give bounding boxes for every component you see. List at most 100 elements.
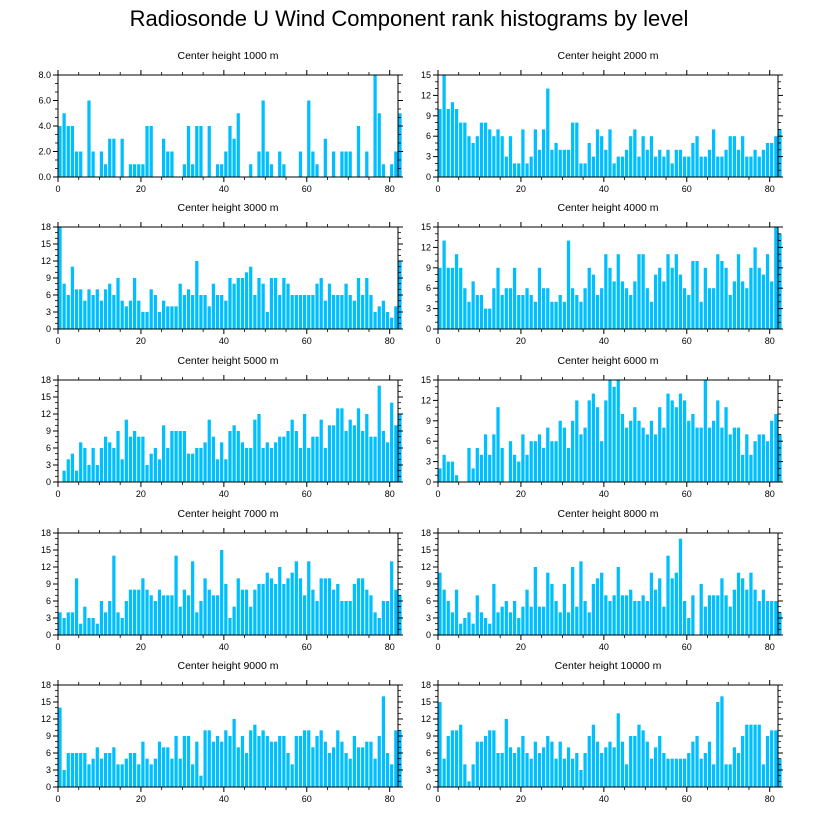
histogram-bar (454, 109, 459, 177)
histogram-bar (261, 448, 265, 482)
histogram-bar (467, 781, 471, 787)
plot-frame (437, 379, 779, 483)
histogram-bar (261, 730, 265, 787)
histogram-bar (220, 741, 224, 787)
histogram-bar (265, 151, 269, 177)
histogram-bar (579, 434, 583, 482)
histogram-bar (356, 578, 361, 635)
histogram-bar (633, 736, 637, 787)
histogram-bar (517, 618, 521, 635)
histogram-bar (674, 758, 678, 787)
histogram-bar (770, 281, 774, 329)
histogram-bar (525, 589, 529, 635)
histogram-bar (327, 425, 332, 482)
x-tick-label: 20 (136, 642, 146, 652)
histogram-bar (249, 164, 253, 177)
histogram-bar (265, 312, 269, 329)
histogram-bar (385, 442, 390, 482)
histogram-bar (479, 295, 484, 329)
histogram-bar (670, 163, 674, 177)
y-tick-label: 12 (41, 256, 51, 266)
histogram-bar (741, 736, 745, 787)
histogram-bar (273, 442, 278, 482)
histogram-bar (699, 156, 703, 177)
x-tick-label: 60 (302, 642, 312, 652)
histogram-bar (195, 261, 199, 329)
y-tick-label: 15 (421, 70, 431, 80)
y-tick-label: 0 (426, 324, 431, 334)
histogram-bar (373, 758, 377, 787)
histogram-bar (488, 129, 492, 177)
y-tick-label: 0 (46, 324, 51, 334)
histogram-bar (278, 736, 282, 787)
histogram-bar (695, 427, 699, 482)
y-tick-label: 9 (46, 426, 51, 436)
histogram-bar (703, 606, 707, 635)
histogram-bar (79, 623, 83, 635)
histogram-bar (459, 122, 463, 177)
y-tick-label: 12 (421, 395, 431, 405)
y-tick-label: 6 (46, 443, 51, 453)
histogram-bar (261, 283, 265, 329)
histogram-bar (394, 730, 398, 787)
histogram-bar (236, 113, 240, 177)
histogram-bar (191, 764, 195, 787)
panel-title: Center height 8000 m (558, 508, 659, 520)
histogram-bar (600, 136, 604, 177)
histogram-bar (365, 414, 369, 482)
histogram-bar (220, 550, 224, 635)
histogram-bar (307, 295, 311, 329)
histogram-bar (471, 281, 475, 329)
plot-frame (437, 226, 779, 330)
histogram-bar (662, 156, 666, 177)
histogram-bar (624, 427, 629, 482)
histogram-bar (483, 736, 488, 787)
histogram-bar (307, 100, 311, 177)
histogram-bar (459, 267, 463, 329)
histogram-bar (562, 758, 566, 787)
histogram-bar (162, 138, 166, 177)
histogram-bar (191, 295, 195, 329)
histogram-bar (674, 149, 678, 177)
histogram-bar (649, 136, 654, 177)
histogram-bar (261, 584, 265, 635)
histogram-bar (344, 431, 348, 482)
histogram-bar (521, 606, 525, 635)
histogram-bar (120, 764, 124, 787)
histogram-bar (761, 149, 766, 177)
histogram-bar (770, 730, 774, 787)
histogram-bar (529, 606, 533, 635)
y-tick-label: 6 (46, 596, 51, 606)
histogram-bar (658, 407, 662, 482)
histogram-bar (753, 149, 757, 177)
histogram-bar (537, 753, 542, 787)
histogram-bar (178, 283, 182, 329)
histogram-bar (496, 407, 500, 482)
histogram-bar (365, 589, 369, 635)
histogram-bar (182, 431, 186, 482)
histogram-bar (512, 163, 517, 177)
histogram-bar (265, 572, 269, 635)
histogram-bar (116, 764, 120, 787)
histogram-bar (475, 741, 479, 787)
histogram-bar (186, 736, 191, 787)
histogram-bar (66, 295, 70, 329)
y-tick-label: 18 (41, 528, 51, 538)
histogram-bar (488, 308, 492, 329)
histogram-bar (128, 164, 133, 177)
y-tick-label: 6.0 (38, 96, 51, 106)
histogram-bar (629, 589, 633, 635)
histogram-bar (145, 126, 149, 177)
histogram-bar (307, 561, 311, 635)
histogram-bar (450, 102, 455, 177)
x-tick-label: 60 (682, 794, 692, 804)
y-tick-label: 0.0 (38, 172, 51, 182)
histogram-bar (344, 753, 348, 787)
histogram-bar (332, 589, 336, 635)
histogram-bar (228, 736, 232, 787)
histogram-bar (257, 414, 261, 482)
histogram-bar (550, 301, 554, 329)
histogram-bar (311, 151, 315, 177)
histogram-bar (463, 764, 467, 787)
histogram-bar (517, 461, 521, 482)
